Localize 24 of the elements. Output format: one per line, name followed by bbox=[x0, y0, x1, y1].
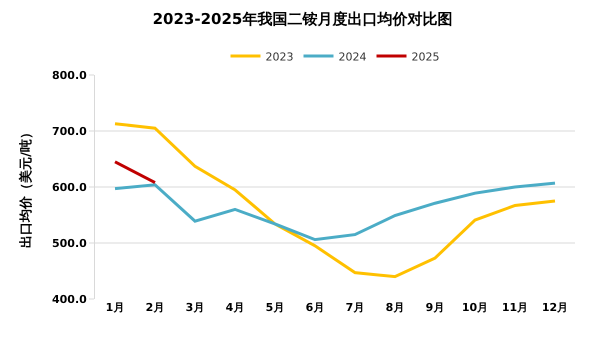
y-tick-label: 700.0 bbox=[52, 124, 88, 138]
x-tick-label: 3月 bbox=[186, 301, 204, 314]
x-tick-label: 4月 bbox=[226, 301, 244, 314]
x-tick-label: 1月 bbox=[106, 301, 124, 314]
x-tick-label: 10月 bbox=[462, 301, 488, 314]
y-axis-title: 出口均价（美元/吨） bbox=[18, 126, 34, 248]
legend-label: 2023 bbox=[266, 50, 294, 64]
x-tick-label: 9月 bbox=[426, 301, 444, 314]
y-tick-label: 600.0 bbox=[52, 180, 88, 194]
chart-title: 2023-2025年我国二铵月度出口均价对比图 bbox=[152, 10, 452, 28]
x-tick-label: 7月 bbox=[346, 301, 364, 314]
x-tick-label: 11月 bbox=[502, 301, 528, 314]
line-series bbox=[114, 182, 556, 242]
x-tick-label: 6月 bbox=[306, 301, 324, 314]
x-tick-label: 2月 bbox=[146, 301, 164, 314]
y-tick-label: 800.0 bbox=[52, 68, 88, 82]
legend-label: 2025 bbox=[412, 50, 440, 64]
legend-label: 2024 bbox=[338, 50, 366, 64]
x-tick-label: 5月 bbox=[266, 301, 284, 314]
y-tick-label: 500.0 bbox=[52, 236, 88, 250]
y-tick-label: 400.0 bbox=[52, 292, 88, 306]
line-series bbox=[114, 122, 556, 278]
x-tick-label: 12月 bbox=[542, 301, 568, 314]
x-tick-label: 8月 bbox=[386, 301, 404, 314]
